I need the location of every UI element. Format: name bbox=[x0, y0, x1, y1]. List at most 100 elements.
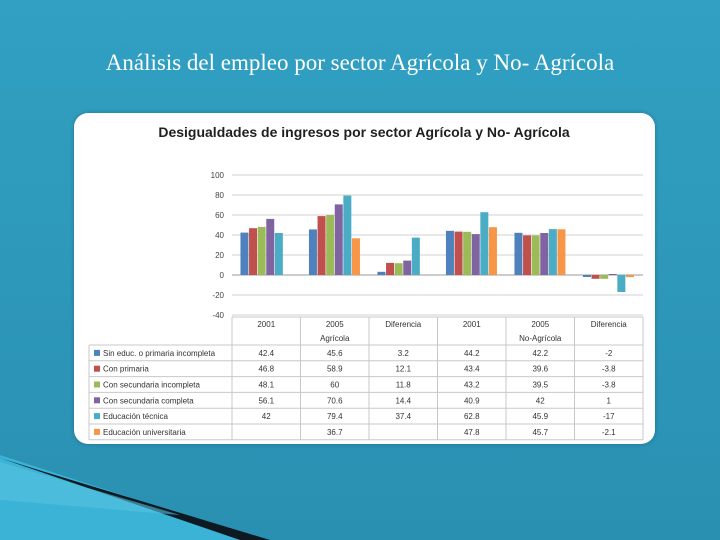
data-label-s0-c0: 42.4 bbox=[258, 349, 274, 358]
bar-s1-c4 bbox=[523, 235, 532, 275]
data-label-s1-c3: 43.4 bbox=[464, 365, 480, 374]
data-label-s0-c4: 42.2 bbox=[532, 349, 548, 358]
data-label-s1-c2: 12.1 bbox=[395, 365, 411, 374]
bar-s2-c4 bbox=[531, 235, 540, 275]
bar-s3-c1 bbox=[334, 204, 343, 275]
data-label-s4-c4: 45.9 bbox=[532, 412, 548, 421]
bar-s4-c0 bbox=[274, 233, 283, 275]
bar-s0-c3 bbox=[445, 230, 454, 275]
bar-s5-c5 bbox=[625, 275, 634, 278]
legend-swatch-3 bbox=[94, 397, 100, 404]
x-category-label-3: 2001 bbox=[463, 320, 481, 329]
bar-s3-c0 bbox=[266, 218, 275, 275]
bar-s3-c3 bbox=[471, 234, 480, 275]
y-tick-label-2: 60 bbox=[215, 211, 224, 220]
legend-label-0: Sin educ. o primaria incompleta bbox=[103, 349, 216, 358]
bar-s1-c1 bbox=[317, 216, 326, 275]
bars-layer bbox=[240, 195, 634, 292]
bar-s1-c0 bbox=[249, 228, 258, 275]
bar-s3-c2 bbox=[403, 260, 412, 275]
grid-layer bbox=[232, 174, 643, 316]
bar-s0-c2 bbox=[377, 271, 386, 275]
data-label-s0-c5: -2 bbox=[605, 349, 613, 358]
data-label-s5-c4: 45.7 bbox=[532, 428, 548, 437]
x-category-label-5: Diferencia bbox=[591, 320, 628, 329]
data-label-s3-c5: 1 bbox=[607, 396, 612, 405]
data-label-s0-c2: 3.2 bbox=[398, 349, 410, 358]
data-label-s5-c5: -2.1 bbox=[602, 428, 616, 437]
data-label-s3-c0: 56.1 bbox=[258, 396, 274, 405]
legend-swatch-5 bbox=[94, 428, 100, 435]
bar-s4-c1 bbox=[343, 195, 352, 275]
data-label-s3-c2: 14.4 bbox=[395, 396, 411, 405]
data-label-s3-c4: 42 bbox=[536, 396, 545, 405]
bar-s5-c3 bbox=[488, 227, 497, 275]
data-table: 2001 2005 Diferencia 2001 2005 Diferencia Agrí… bbox=[88, 316, 644, 441]
data-label-s4-c3: 62.8 bbox=[464, 412, 480, 421]
bar-s0-c1 bbox=[308, 229, 317, 275]
legend-label-2: Con secundaria incompleta bbox=[103, 381, 200, 390]
data-label-s4-c0: 42 bbox=[262, 412, 271, 421]
bar-s4-c3 bbox=[480, 212, 489, 275]
x-category-label-4: 2005 bbox=[531, 320, 549, 329]
data-label-s2-c0: 48.1 bbox=[258, 381, 274, 390]
bar-s2-c5 bbox=[600, 275, 609, 279]
x-category-label-0: 2001 bbox=[257, 320, 275, 329]
bar-s5-c1 bbox=[351, 238, 360, 275]
data-label-s2-c3: 43.2 bbox=[464, 381, 480, 390]
bar-s3-c4 bbox=[540, 233, 549, 275]
data-label-s1-c1: 58.9 bbox=[327, 365, 343, 374]
data-label-s2-c4: 39.5 bbox=[532, 381, 548, 390]
x-category-label-2: Diferencia bbox=[385, 320, 422, 329]
y-tick-label-6: -20 bbox=[212, 291, 224, 300]
x-group-label-0: Agrícola bbox=[320, 334, 350, 343]
legend-swatch-0 bbox=[94, 349, 100, 356]
data-label-s5-c3: 47.8 bbox=[464, 428, 480, 437]
y-tick-label-0: 100 bbox=[211, 171, 225, 180]
bar-s4-c5 bbox=[617, 275, 626, 292]
y-tick-label-5: 0 bbox=[220, 271, 225, 280]
data-label-s0-c1: 45.6 bbox=[327, 349, 343, 358]
legend-label-4: Educación técnica bbox=[103, 412, 168, 421]
y-tick-label-3: 40 bbox=[215, 231, 224, 240]
bar-s1-c5 bbox=[591, 275, 600, 279]
data-label-s2-c5: -3.8 bbox=[602, 381, 616, 390]
chart-title: Desigualdades de ingresos por sector Agr… bbox=[158, 124, 570, 140]
bar-s2-c2 bbox=[394, 263, 403, 275]
bar-s1-c3 bbox=[454, 231, 463, 275]
data-label-s3-c1: 70.6 bbox=[327, 396, 343, 405]
y-axis: 100 80 60 40 20 0 -20 -40 bbox=[211, 171, 225, 320]
y-tick-label-7: -40 bbox=[212, 311, 224, 320]
data-label-s4-c5: -17 bbox=[603, 412, 615, 421]
bar-s0-c5 bbox=[582, 275, 591, 277]
bar-s0-c0 bbox=[240, 232, 249, 275]
x-group-label-1: No-Agrícola bbox=[519, 334, 562, 343]
y-tick-label-1: 80 bbox=[215, 191, 224, 200]
bar-s4-c2 bbox=[411, 237, 420, 275]
corner-wedge-highlight bbox=[0, 462, 180, 515]
data-label-s2-c2: 11.8 bbox=[396, 381, 412, 390]
bar-s3-c5 bbox=[608, 274, 617, 275]
legend-label-5: Educación universitaria bbox=[103, 428, 186, 437]
bar-s5-c4 bbox=[557, 229, 566, 275]
data-label-s4-c2: 37.4 bbox=[395, 412, 411, 421]
bar-s2-c1 bbox=[326, 215, 335, 275]
y-tick-label-4: 20 bbox=[215, 251, 224, 260]
legend-swatch-4 bbox=[94, 413, 100, 420]
data-label-s3-c3: 40.9 bbox=[464, 396, 480, 405]
legend-swatch-2 bbox=[94, 381, 100, 388]
data-label-s1-c4: 39.6 bbox=[532, 365, 548, 374]
legend-swatch-1 bbox=[94, 365, 100, 372]
data-label-s1-c0: 46.8 bbox=[258, 365, 274, 374]
legend-label-1: Con primaria bbox=[103, 365, 149, 374]
x-category-label-1: 2005 bbox=[326, 320, 344, 329]
data-label-s2-c1: 60 bbox=[330, 381, 339, 390]
bar-s2-c0 bbox=[257, 226, 266, 275]
data-label-s0-c3: 44.2 bbox=[464, 349, 480, 358]
bar-s1-c2 bbox=[386, 262, 395, 275]
slide-title: Análisis del empleo por sector Agrícola … bbox=[105, 50, 615, 75]
chart-card: Desigualdades de ingresos por sector Agr… bbox=[74, 113, 655, 444]
bar-s2-c3 bbox=[463, 231, 472, 275]
bar-s0-c4 bbox=[514, 232, 523, 275]
